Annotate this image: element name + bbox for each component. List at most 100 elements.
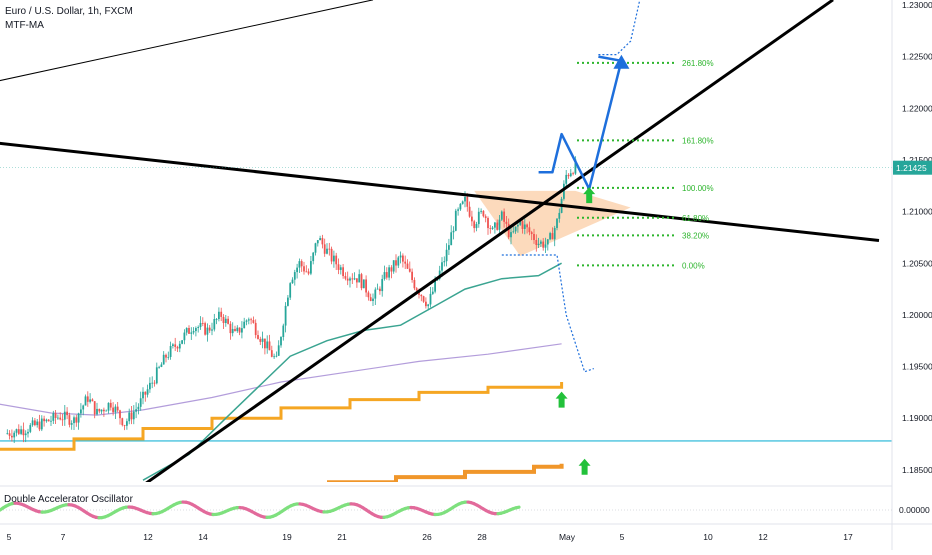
candle-body <box>25 433 27 435</box>
candle-body <box>59 418 61 420</box>
candle-body <box>368 292 370 297</box>
candle-body <box>41 419 43 430</box>
candle-body <box>499 220 501 230</box>
fib-level-label: 61.80% <box>682 214 709 223</box>
candle-body <box>52 413 54 421</box>
candle-body <box>374 290 376 299</box>
candle-body <box>115 407 117 413</box>
candle-body <box>397 257 399 265</box>
candle-body <box>333 256 335 262</box>
candle-body <box>299 261 301 268</box>
up-arrow-icon <box>556 392 568 408</box>
candle-body <box>285 306 287 326</box>
candle-body <box>487 218 489 228</box>
candle-body <box>69 415 71 425</box>
candle-body <box>446 250 448 261</box>
candle-body <box>303 266 305 271</box>
candle-body <box>158 367 160 368</box>
time-tick-label: 28 <box>477 532 487 542</box>
candle-body <box>227 319 229 324</box>
candle-body <box>473 221 475 228</box>
candle-body <box>545 245 547 248</box>
candle-body <box>423 296 425 301</box>
candle-body <box>193 331 195 332</box>
candle-body <box>213 319 215 329</box>
candle-body <box>494 223 496 228</box>
candle-body <box>310 261 312 274</box>
candle-body <box>200 323 202 327</box>
candle-body <box>324 244 326 253</box>
candle-body <box>278 345 280 355</box>
candle-body <box>273 356 275 357</box>
purple-ma-line <box>0 344 562 415</box>
candle-body <box>443 261 445 262</box>
candle-body <box>50 421 52 422</box>
candle-body <box>469 207 471 217</box>
candle-body <box>135 409 137 411</box>
candle-body <box>154 383 156 384</box>
candle-body <box>351 278 353 279</box>
candle-body <box>345 276 347 279</box>
projection-path <box>539 57 622 189</box>
candle-body <box>218 312 220 319</box>
candle-body <box>230 324 232 333</box>
candle-body <box>289 283 291 297</box>
time-tick-label: 7 <box>61 532 66 542</box>
time-tick-label: 14 <box>198 532 208 542</box>
candle-body <box>92 399 94 401</box>
candle-body <box>188 328 190 334</box>
candle-body <box>430 294 432 305</box>
candle-body <box>524 225 526 229</box>
time-tick-label: 26 <box>422 532 432 542</box>
candle-body <box>395 260 397 265</box>
candle-body <box>36 422 38 426</box>
candle-body <box>340 267 342 270</box>
candle-body <box>386 272 388 278</box>
candle-body <box>388 267 390 277</box>
candle-body <box>356 278 358 282</box>
candle-body <box>427 304 429 306</box>
candle-body <box>538 244 540 245</box>
candle-body <box>432 292 434 294</box>
candle-body <box>483 211 485 216</box>
candle-body <box>404 262 406 264</box>
candle-body <box>568 175 570 176</box>
last-price-label: 1.21425 <box>896 163 927 173</box>
candle-body <box>522 221 524 229</box>
candle-body <box>565 175 567 184</box>
candle-body <box>393 260 395 271</box>
candle-body <box>195 328 197 331</box>
candle-body <box>190 332 192 333</box>
candle-body <box>43 419 45 422</box>
candle-body <box>211 329 213 330</box>
candle-body <box>512 231 514 232</box>
price-tick-label: 1.19500 <box>902 362 932 372</box>
candle-body <box>464 197 466 201</box>
candle-body <box>276 356 278 357</box>
candle-body <box>207 328 209 335</box>
price-tick-label: 1.22500 <box>902 52 932 62</box>
time-tick-label: 12 <box>758 532 768 542</box>
candle-body <box>315 243 317 252</box>
candle-body <box>372 299 374 301</box>
candle-body <box>163 355 165 365</box>
price-tick-label: 1.20500 <box>902 258 932 268</box>
candle-body <box>480 211 482 212</box>
candle-body <box>280 337 282 345</box>
price-tick-label: 1.18500 <box>902 465 932 475</box>
candle-body <box>347 279 349 281</box>
candle-body <box>181 340 183 344</box>
candle-body <box>506 222 508 224</box>
candle-body <box>515 227 517 232</box>
candle-body <box>241 328 243 332</box>
candle-body <box>287 298 289 306</box>
candle-body <box>101 410 103 412</box>
candle-body <box>204 323 206 335</box>
candle-body <box>78 413 80 422</box>
candle-body <box>149 383 151 389</box>
candle-body <box>402 256 404 262</box>
candle-body <box>6 433 8 434</box>
candle-body <box>89 399 91 401</box>
